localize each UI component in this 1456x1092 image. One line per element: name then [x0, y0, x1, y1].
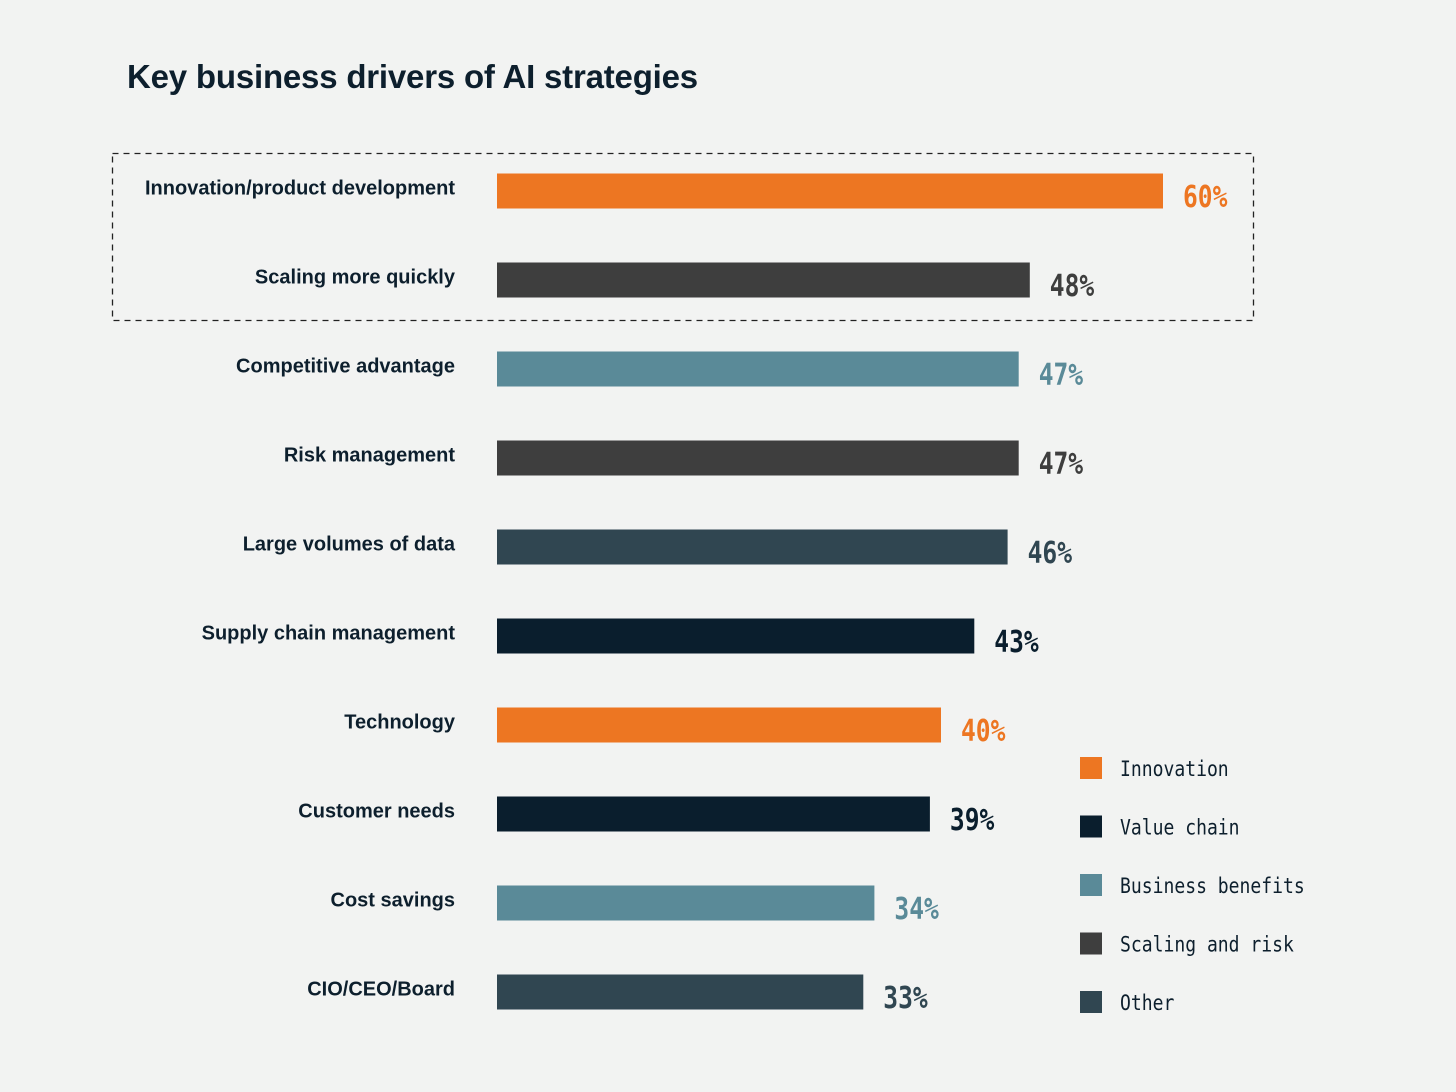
bar: [497, 440, 1019, 476]
value-label: 43%: [994, 626, 1039, 660]
value-label: 48%: [1050, 270, 1095, 304]
bar: [497, 885, 875, 921]
category-label: Customer needs: [298, 800, 455, 822]
category-label: Technology: [344, 711, 456, 733]
chart-title: Key business drivers of AI strategies: [127, 58, 698, 95]
legend-swatch: [1080, 757, 1102, 779]
value-label: 47%: [1039, 448, 1084, 482]
value-label: 33%: [883, 982, 928, 1016]
bar: [497, 618, 975, 654]
category-label: Innovation/product development: [145, 177, 455, 199]
category-label: CIO/CEO/Board: [307, 978, 455, 1000]
category-label: Cost savings: [331, 889, 455, 911]
legend-label: Innovation: [1120, 757, 1229, 782]
bar: [497, 262, 1030, 298]
legend-swatch: [1080, 815, 1102, 838]
value-label: 34%: [894, 893, 939, 927]
bars-group: Innovation/product development 60% Scaling…: [145, 173, 1228, 1016]
legend-label: Scaling and risk: [1120, 932, 1294, 957]
bar: [497, 529, 1008, 565]
category-label: Supply chain management: [202, 622, 456, 644]
legend-swatch: [1080, 991, 1102, 1013]
legend-label: Value chain: [1120, 815, 1240, 840]
category-label: Large volumes of data: [243, 533, 456, 555]
category-label: Risk management: [284, 444, 456, 466]
legend: Innovation Value chain Business benefits Sc…: [1080, 757, 1305, 1016]
value-label: 47%: [1039, 359, 1084, 393]
legend-swatch: [1080, 932, 1102, 955]
bar: [497, 351, 1019, 387]
bar: [497, 974, 864, 1010]
value-label: 60%: [1183, 181, 1228, 215]
category-label: Competitive advantage: [236, 355, 455, 377]
bar: [497, 173, 1163, 209]
legend-swatch: [1080, 874, 1102, 896]
value-label: 46%: [1028, 537, 1073, 571]
value-label: 39%: [950, 804, 995, 838]
bar: [497, 707, 941, 743]
legend-label: Business benefits: [1120, 874, 1305, 899]
value-label: 40%: [961, 715, 1006, 749]
highlight-box: [111, 152, 1255, 322]
legend-label: Other: [1120, 991, 1175, 1016]
bar: [497, 796, 930, 832]
category-label: Scaling more quickly: [255, 266, 456, 288]
